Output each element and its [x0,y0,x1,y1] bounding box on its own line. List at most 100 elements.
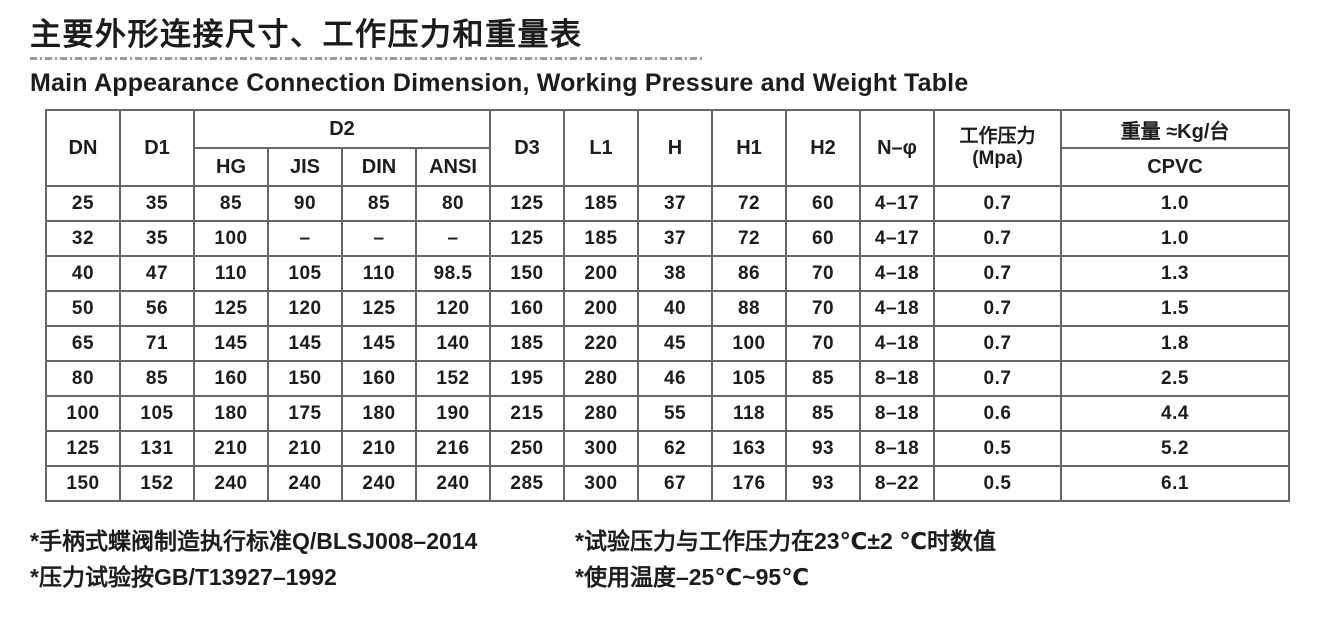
table-cell: 163 [711,430,788,468]
table-cell: 62 [637,430,714,468]
table-cell: 118 [711,395,788,433]
table-cell: 240 [341,465,417,503]
dimension-spec-table: DN D1 D2 D3 L1 H H1 H2 N–φ 工作压力 (Mpa) 重量… [45,109,1291,503]
table-cell: 120 [267,290,343,328]
table-cell: 0.6 [933,395,1063,433]
page-title-zh: 主要外形连接尺寸、工作压力和重量表 [30,17,583,52]
col-header-dn: DN [45,109,121,188]
footnotes-left: *手柄式蝶阀制造执行标准Q/BLSJ008–2014 *压力试验按GB/T139… [30,524,575,595]
table-row: 125 131 210 210 210 216 250 300 62 163 93 8–18 0.5 5.… [45,430,1291,468]
col-header-h: H [637,109,714,188]
table-cell: 175 [267,395,343,433]
table-cell: 200 [563,290,640,328]
table-cell: 80 [414,185,492,223]
table-cell: 280 [563,395,640,433]
table-cell: 85 [193,185,269,223]
table-cell: 32 [45,220,121,258]
col-header-l1: L1 [563,109,640,188]
table-cell: 300 [563,430,640,468]
table-cell: 45 [637,325,714,363]
table-cell: 85 [341,185,417,223]
table-cell: 0.7 [933,255,1063,293]
table-cell: 88 [711,290,788,328]
header-row-2: HG JIS DIN ANSI CPVC [46,147,1291,188]
table-cell: 105 [119,395,195,433]
table-cell: 93 [785,430,862,468]
title-underline-rule [30,57,702,61]
col-header-din: DIN [341,147,417,188]
table-cell: 55 [637,395,714,433]
table-cell: 100 [45,395,121,433]
table-cell: 1.0 [1060,185,1291,223]
table-row: 25 35 85 90 85 80 125 185 37 72 60 4–17 0.7 1.0 [45,185,1291,223]
col-header-hg: HG [193,147,269,188]
table-header: DN D1 D2 D3 L1 H H1 H2 N–φ 工作压力 (Mpa) 重量… [45,109,1291,188]
col-header-jis: JIS [267,147,343,188]
table-cell: 5.2 [1060,430,1291,468]
table-row: 65 71 145 145 145 140 185 220 45 100 70 4–18 0.7 1.8 [45,325,1291,363]
col-header-n-phi: N–φ [859,109,936,188]
col-header-ansi: ANSI [414,147,492,188]
table-cell: 145 [193,325,269,363]
table-row: 80 85 160 150 160 152 195 280 46 105 85 8–18 0.7 2.5 [45,360,1291,398]
table-cell: 90 [267,185,343,223]
col-header-weight-group: 重量 ≈Kg/台 [1060,109,1291,150]
table-cell: 180 [341,395,417,433]
table-cell: 110 [193,255,269,293]
table-cell: 185 [563,220,640,258]
table-cell: 0.7 [933,360,1063,398]
col-header-d2-group: D2 [192,109,492,150]
table-cell: 300 [563,465,640,503]
table-cell: 65 [45,325,121,363]
page-subtitle-en: Main Appearance Connection Dimension, Wo… [30,69,969,98]
table-cell: 240 [193,465,269,503]
table-cell: 1.0 [1060,220,1291,258]
table-cell: 280 [563,360,640,398]
table-cell: 0.7 [933,325,1063,363]
table-cell: 0.7 [933,290,1063,328]
table-cell: 180 [193,395,269,433]
table-cell: 185 [563,185,640,223]
table-cell: 125 [341,290,417,328]
table-cell: 85 [785,395,862,433]
col-header-d1: D1 [119,109,195,188]
table-cell: 1.8 [1060,325,1291,363]
note-usage-temp: *使用温度–25℃~95℃ [575,563,810,590]
table-row: 100 105 180 175 180 190 215 280 55 118 85 8–18 0.6 4.… [45,395,1291,433]
table-cell: 0.5 [933,465,1063,503]
table-cell: 150 [267,360,343,398]
col-header-h2: H2 [785,109,862,188]
col-header-working-pressure: 工作压力 (Mpa) [933,109,1063,188]
table-cell: 60 [785,185,862,223]
table-cell: 125 [489,185,566,223]
table-cell: 160 [341,360,417,398]
table-cell: 46 [637,360,714,398]
table-cell: 160 [489,290,566,328]
table-cell: 4–18 [859,325,936,363]
table-row: 150 152 240 240 240 240 285 300 67 176 93 8–22 0.5 6.… [45,465,1291,503]
table-cell: – [414,220,492,258]
catalog-page: 主要外形连接尺寸、工作压力和重量表 Main Appearance Connec… [30,17,1291,595]
table-cell: 85 [785,360,862,398]
table-cell: 285 [489,465,566,503]
table-cell: 4–18 [859,255,936,293]
table-cell: 160 [193,360,269,398]
table-cell: 4–17 [859,185,936,223]
table-cell: 80 [45,360,121,398]
table-cell: 86 [711,255,788,293]
table-cell: 40 [637,290,714,328]
table-cell: 8–18 [859,395,936,433]
note-pressure-test: *压力试验按GB/T13927–1992 [30,563,337,590]
table-cell: 152 [119,465,195,503]
table-cell: 8–18 [859,430,936,468]
header-row-1: DN D1 D2 D3 L1 H H1 H2 N–φ 工作压力 (Mpa) 重量… [45,109,1291,188]
table-cell: 145 [341,325,417,363]
table-cell: – [341,220,417,258]
table-cell: 0.7 [933,220,1063,258]
table-cell: 6.1 [1060,465,1291,503]
table-cell: 4–18 [859,290,936,328]
table-cell: – [267,220,343,258]
table-cell: 210 [341,430,417,468]
table-cell: 37 [637,185,714,223]
table-cell: 98.5 [414,255,492,293]
